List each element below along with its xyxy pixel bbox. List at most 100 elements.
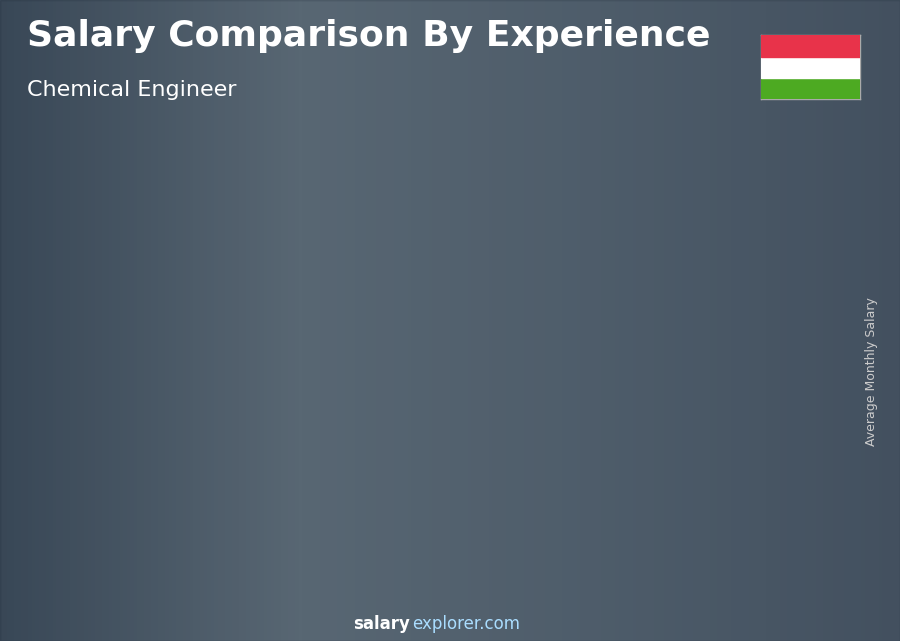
Bar [518, 356, 527, 359]
Bar [337, 488, 393, 491]
Bar [463, 517, 518, 520]
Bar [588, 347, 644, 351]
Bar [770, 394, 779, 397]
Bar [518, 474, 527, 477]
Bar [588, 479, 644, 483]
Bar [588, 385, 644, 388]
Bar [267, 475, 276, 477]
Bar [141, 499, 150, 501]
Bar [463, 483, 518, 487]
Bar [518, 483, 527, 487]
Bar [211, 492, 267, 495]
Bar [141, 511, 150, 512]
Bar [714, 301, 770, 304]
Bar [714, 297, 770, 301]
Bar [267, 417, 276, 420]
Bar [393, 512, 401, 514]
Bar [141, 554, 150, 556]
Bar [85, 508, 141, 509]
Bar [337, 483, 393, 486]
Bar [337, 440, 393, 442]
Bar [463, 446, 518, 449]
Bar [267, 504, 276, 506]
Bar [85, 511, 141, 512]
Text: +34%: +34% [142, 322, 219, 345]
Bar [141, 503, 150, 505]
Bar [770, 301, 779, 304]
Bar [463, 396, 518, 399]
Bar [518, 315, 527, 319]
Bar [393, 450, 401, 453]
Bar [85, 483, 141, 484]
Bar [85, 458, 141, 460]
Bar [588, 392, 644, 395]
Bar [770, 387, 779, 390]
Bar [463, 554, 518, 558]
Bar [393, 550, 401, 553]
Text: 256,000 HUF: 256,000 HUF [124, 417, 223, 431]
Bar [267, 503, 276, 504]
Bar [770, 526, 779, 529]
Bar [337, 535, 393, 537]
Bar [211, 530, 267, 532]
Bar [85, 505, 141, 506]
Bar [267, 435, 276, 437]
Bar [211, 424, 267, 426]
Bar [770, 383, 779, 387]
Bar [588, 551, 644, 554]
Bar [85, 463, 141, 465]
Bar [714, 294, 770, 297]
Bar [393, 369, 401, 371]
Bar [393, 397, 401, 399]
Bar [463, 418, 518, 421]
Bar [393, 387, 401, 389]
Bar [714, 497, 770, 501]
Bar [337, 529, 393, 532]
Bar [588, 442, 644, 446]
Bar [588, 402, 644, 405]
Bar [393, 499, 401, 501]
Bar [644, 388, 653, 392]
Bar [337, 394, 393, 397]
Bar [588, 439, 644, 442]
Bar [714, 344, 770, 347]
Bar [267, 426, 276, 428]
Bar [393, 445, 401, 447]
Bar [141, 527, 150, 528]
Bar [337, 527, 393, 529]
Bar [393, 540, 401, 542]
Bar [267, 424, 276, 426]
Bar [141, 484, 150, 486]
Bar [644, 517, 653, 520]
Bar [337, 532, 393, 535]
Bar [211, 499, 267, 501]
Bar [211, 445, 267, 447]
Bar [644, 331, 653, 334]
Bar [337, 392, 393, 394]
Bar [588, 422, 644, 426]
Bar [393, 412, 401, 415]
Bar [518, 452, 527, 455]
Bar [337, 512, 393, 514]
Bar [463, 545, 518, 548]
Bar [337, 450, 393, 453]
Bar [588, 374, 644, 378]
Bar [518, 369, 527, 372]
Bar [588, 520, 644, 524]
Bar [337, 414, 393, 417]
Bar [518, 505, 527, 508]
Bar [518, 542, 527, 545]
Bar [463, 428, 518, 431]
Bar [141, 542, 150, 543]
Bar [337, 422, 393, 425]
Bar [267, 552, 276, 554]
Bar [588, 554, 644, 558]
Bar [393, 422, 401, 425]
Bar [644, 313, 653, 317]
Bar [337, 371, 393, 374]
Bar [267, 415, 276, 417]
Bar [518, 406, 527, 409]
Bar [337, 417, 393, 420]
Bar [588, 300, 644, 303]
Bar [267, 494, 276, 497]
